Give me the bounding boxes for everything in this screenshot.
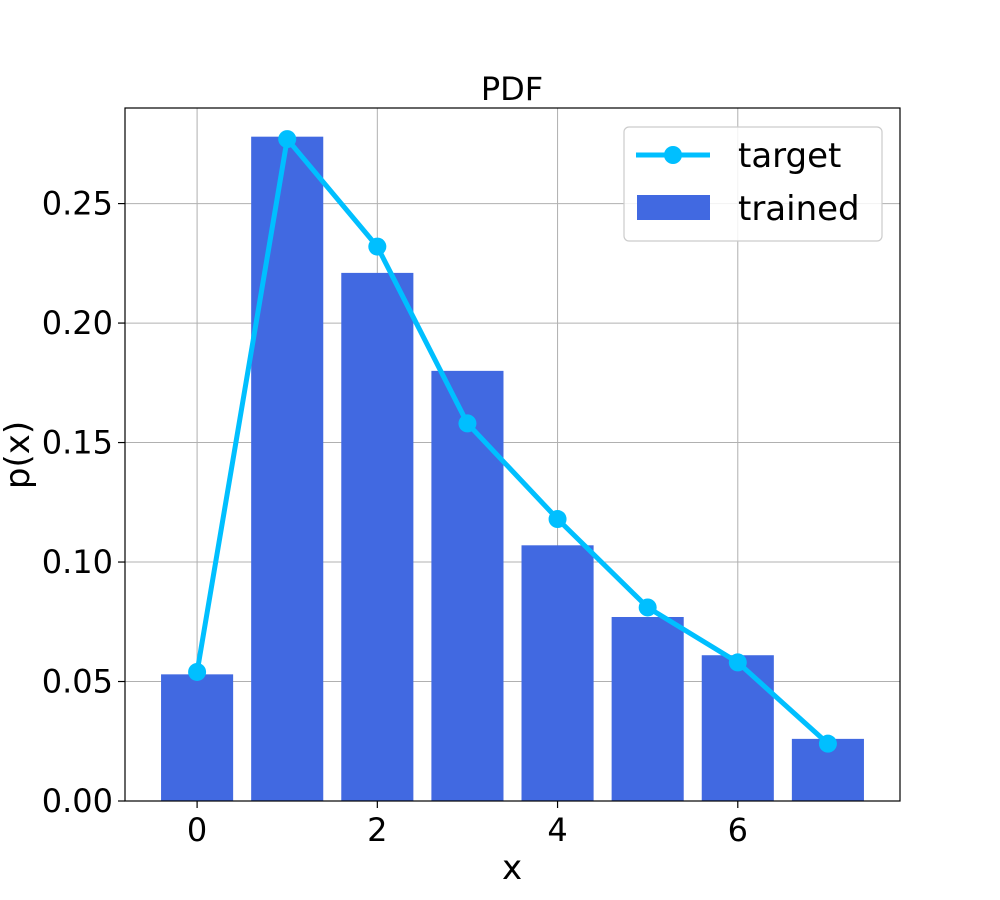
target-point: [548, 510, 567, 529]
target-point: [368, 237, 387, 256]
plot-frame: [124, 107, 901, 802]
bar-trained: [701, 655, 774, 801]
bar-trained: [521, 545, 594, 801]
target-point: [278, 130, 297, 149]
y-tick-label: 0.15: [42, 424, 113, 462]
x-axis-label: x: [502, 848, 522, 888]
x-tick-label: 0: [187, 811, 207, 849]
legend: target trained: [623, 126, 883, 242]
y-ticks: 0.00 0.05 0.10 0.15 0.20 0.25: [42, 185, 125, 820]
target-point: [728, 653, 747, 672]
bars-trained: [161, 136, 864, 802]
target-point: [638, 598, 657, 617]
target-point: [818, 734, 837, 753]
target-point: [188, 662, 207, 681]
x-ticks: 0 2 4 6: [187, 801, 748, 849]
y-axis-label: p(x): [0, 421, 38, 489]
bar-trained: [251, 136, 324, 802]
bar-trained: [611, 616, 684, 801]
legend-trained-swatch: [637, 195, 710, 220]
chart-title: PDF: [481, 70, 543, 108]
x-tick-label: 4: [547, 811, 567, 849]
legend-target-marker: [664, 146, 682, 164]
legend-trained-label: trained: [738, 189, 860, 229]
bar-trained: [431, 370, 504, 801]
bar-trained: [341, 272, 414, 801]
target-point: [458, 414, 477, 433]
y-tick-label: 0.00: [42, 782, 113, 820]
x-tick-label: 6: [728, 811, 748, 849]
y-tick-label: 0.05: [42, 663, 113, 701]
legend-target-label: target: [738, 136, 841, 176]
target-line: [194, 136, 830, 746]
x-tick-label: 2: [367, 811, 387, 849]
bar-trained: [161, 674, 234, 801]
y-tick-label: 0.25: [42, 185, 113, 223]
line-target: [188, 130, 837, 753]
y-tick-label: 0.10: [42, 543, 113, 581]
y-tick-label: 0.20: [42, 304, 113, 342]
